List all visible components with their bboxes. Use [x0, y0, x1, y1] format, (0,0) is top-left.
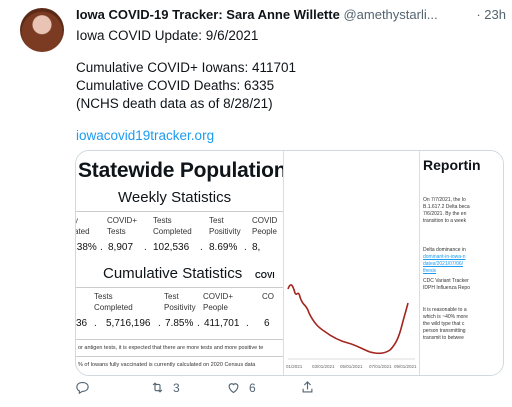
note-tests: or antigen tests, it is expected that th… — [78, 345, 264, 351]
cumulative-header-3: CO — [262, 292, 274, 301]
report-title: Reportin — [423, 157, 481, 173]
report-line: B.1.617.2 Delta beca — [423, 204, 470, 210]
share-button[interactable] — [300, 380, 323, 395]
weekly-header-2: Tests Completed — [153, 216, 192, 236]
chart-tick-4: 09/01/2021 — [394, 364, 417, 369]
timestamp[interactable]: · 23h — [474, 7, 506, 22]
reply-icon — [76, 381, 89, 395]
display-name[interactable]: Iowa COVID-19 Tracker: Sara Anne Willett… — [76, 7, 340, 22]
report-line: transmit to betwee — [423, 335, 464, 341]
chart-tick-2: 05/01/2021 — [340, 364, 363, 369]
weekly-title: Weekly Statistics — [118, 189, 232, 206]
trend-line — [287, 284, 409, 355]
cumulative-header-2: COVID+ People — [203, 292, 234, 312]
report-line: IDPH Influenza Repo — [423, 285, 470, 291]
weekly-sep: . — [144, 242, 147, 253]
cumulative-value-2: 7.85% — [165, 318, 194, 329]
report-line: On 7/7/2021, the Io — [423, 197, 466, 203]
weekly-value-4: 8, — [252, 242, 261, 253]
tweet-line-2: Cumulative COVID+ Iowans: 411701 — [76, 60, 296, 75]
report-line[interactable]: dates/2021/07/06/ — [423, 261, 464, 267]
weekly-header-0: y ated — [76, 216, 90, 236]
retweet-count: 3 — [173, 380, 180, 395]
chart-tick-0: 01/2021 — [286, 364, 303, 369]
like-button[interactable]: 6 — [226, 380, 256, 395]
note-vaccination: % of Iowans fully vaccinated is currentl… — [78, 362, 256, 368]
trend-chart: 01/2021 03/01/2021 05/01/2021 07/01/2021… — [286, 284, 417, 369]
report-line: CDC Variant Tracker — [423, 278, 469, 284]
weekly-value-1: 8,907 — [108, 242, 134, 253]
cumulative-value-0: 36 — [76, 318, 88, 329]
tweet-header: Iowa COVID-19 Tracker: Sara Anne Willett… — [76, 7, 506, 22]
retweet-button[interactable]: 3 — [150, 380, 180, 395]
cumulative-value-4: 6 — [264, 318, 270, 329]
handle[interactable]: @amethystarli... — [343, 7, 438, 22]
tweet-actions: 3 6 — [0, 380, 512, 400]
weekly-header-4: COVID People — [252, 216, 278, 236]
cumulative-title: Cumulative Statistics — [103, 265, 243, 282]
tweet-link[interactable]: iowacovid19tracker.org — [76, 128, 215, 143]
weekly-sep: . — [100, 242, 103, 253]
chart-tick-1: 03/01/2021 — [312, 364, 335, 369]
report-line: which is ~40% more — [423, 314, 468, 320]
weekly-sep: . — [200, 242, 203, 253]
cumulative-header-0: Tests Completed — [94, 292, 133, 312]
tweet-line-4: (NCHS death data as of 8/28/21) — [76, 96, 273, 111]
cumulative-value-3: 411,701 — [204, 318, 240, 329]
weekly-header-1: COVID+ Tests — [107, 216, 138, 236]
report-line[interactable]: thesis — [423, 268, 437, 274]
media-card[interactable]: Statewide Population: Weekly Statistics … — [75, 150, 504, 376]
cumulative-sep: . — [94, 318, 97, 329]
cumulative-sep: . — [158, 318, 161, 329]
report-line: It is reasonable to a — [423, 307, 467, 313]
share-icon — [302, 381, 313, 393]
cumulative-header-1: Test Positivity — [164, 292, 196, 312]
like-count: 6 — [249, 380, 256, 395]
heart-icon — [228, 383, 239, 394]
avatar[interactable] — [20, 8, 64, 52]
report-image[interactable]: Reportin On 7/7/2021, the Io B.1.617.2 De… — [419, 151, 503, 375]
report-line: the wild type that c — [423, 321, 465, 327]
weekly-sep: . — [244, 242, 247, 253]
stats-title: Statewide Population: — [78, 159, 283, 182]
cumulative-sep: . — [246, 318, 249, 329]
tweet-line-1: Iowa COVID Update: 9/6/2021 — [76, 28, 259, 43]
tweet-line-3: Cumulative COVID Deaths: 6335 — [76, 78, 275, 93]
weekly-value-3: 8.69% — [209, 242, 238, 253]
report-line: 7/6/2021. By the en — [423, 211, 467, 217]
weekly-header-3: Test Positivity — [209, 216, 241, 236]
retweet-icon — [152, 382, 163, 393]
cumulative-value-1: 5,716,196 — [106, 318, 151, 329]
report-line: transition to a week — [423, 218, 467, 224]
report-line: person transmitting — [423, 328, 466, 334]
covid-tag: COVI — [255, 271, 275, 280]
reply-button[interactable] — [75, 380, 98, 395]
weekly-value-0: .38% — [76, 242, 97, 253]
report-line: Delta dominance in — [423, 247, 466, 253]
chart-tick-3: 07/01/2021 — [369, 364, 392, 369]
weekly-value-2: 102,536 — [153, 242, 190, 253]
stats-image[interactable]: Statewide Population: Weekly Statistics … — [76, 151, 283, 375]
trend-chart-image[interactable]: 01/2021 03/01/2021 05/01/2021 07/01/2021… — [283, 151, 419, 375]
report-line[interactable]: dominant-in-iowa-n — [423, 254, 466, 260]
cumulative-sep: . — [197, 318, 200, 329]
